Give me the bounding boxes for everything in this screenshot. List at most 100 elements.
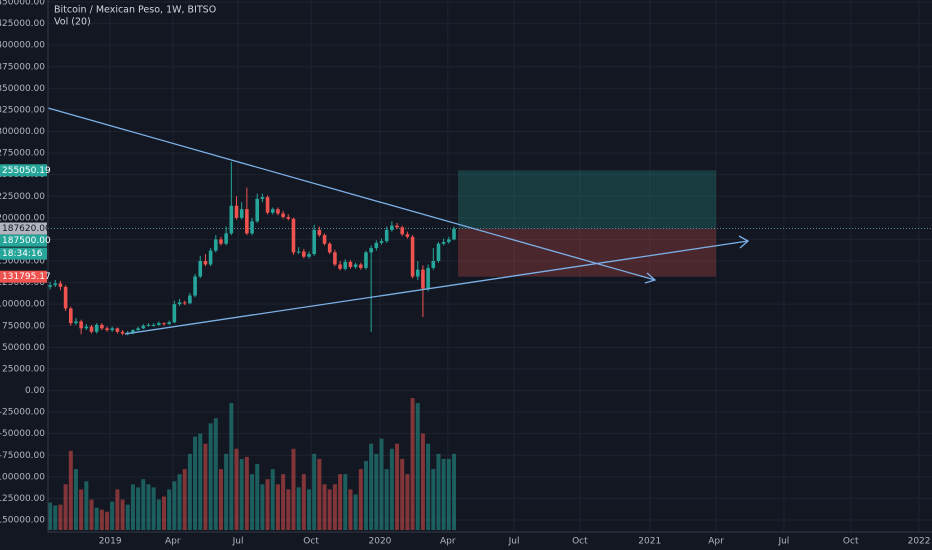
candle-body	[63, 286, 68, 309]
volume-bar	[68, 450, 73, 530]
y-tick-label: 375000.00	[0, 62, 45, 72]
y-tick-label: 325000.00	[0, 105, 45, 115]
candle-body	[188, 295, 192, 304]
y-tick-label: 125000.00	[0, 278, 45, 288]
candle-body	[379, 241, 384, 243]
candle-body	[141, 325, 146, 329]
y-tick-label: 450000.00	[0, 0, 45, 8]
candle-body	[157, 323, 161, 325]
volume-bar	[400, 458, 405, 530]
candle-body	[260, 197, 265, 199]
volume-bar	[53, 505, 58, 530]
y-tick-label: 75000.00	[2, 321, 45, 331]
volume-bar	[255, 464, 260, 530]
volume-bar	[234, 448, 239, 530]
y-tick-label: -75000.00	[0, 451, 45, 461]
candle-body	[115, 328, 120, 332]
trendline	[47, 107, 656, 281]
volume-bar	[218, 469, 223, 530]
x-tick-label: 2021	[638, 537, 661, 547]
candle-body	[151, 324, 156, 326]
candle-body	[415, 269, 420, 277]
volume-bar	[379, 438, 384, 530]
candle-body	[447, 239, 451, 243]
volume-bar	[348, 489, 353, 530]
candle-body	[172, 304, 177, 323]
y-tick-label: 50000.00	[2, 343, 45, 353]
volume-bar	[431, 469, 436, 530]
candle-body	[338, 264, 342, 269]
candle-body	[94, 324, 99, 332]
volume-bar	[115, 489, 120, 530]
candle-body	[410, 236, 415, 277]
y-tick-label: -125000.00	[0, 494, 45, 504]
candle-body	[452, 228, 456, 240]
candle-body	[421, 269, 425, 289]
trendline	[124, 240, 749, 335]
volume-bar	[48, 502, 53, 530]
candle-body	[58, 283, 63, 287]
volume-bar	[73, 469, 78, 530]
volume-bar	[120, 499, 125, 530]
price-label-bg	[0, 234, 47, 247]
volume-bar	[353, 494, 358, 530]
volume-bar	[436, 453, 441, 530]
volume-bar	[363, 460, 368, 530]
volume-bar	[426, 443, 431, 530]
candle-body	[255, 198, 260, 222]
y-axis-panel	[0, 0, 48, 532]
price-label: 18:34:16	[0, 247, 47, 260]
y-tick-label: 0.00	[25, 386, 45, 396]
x-tick-label: Jul	[777, 537, 789, 547]
candle-body	[213, 239, 218, 251]
volume-bar	[301, 474, 306, 530]
candle-body	[110, 328, 115, 331]
volume-bar	[136, 487, 141, 530]
price-label-text: 18:34:16	[2, 249, 43, 259]
volume-bar	[410, 398, 415, 530]
x-tick-label: Jul	[508, 537, 520, 547]
x-tick-label: Apr	[440, 537, 456, 547]
volume-bar	[260, 484, 265, 530]
volume-bar	[415, 403, 420, 530]
x-tick-label: Oct	[843, 537, 859, 547]
candle-body	[198, 261, 203, 277]
candle-body	[136, 328, 140, 331]
volume-bar	[312, 453, 317, 530]
price-label: 131795.17	[0, 270, 51, 283]
candle-body	[250, 221, 254, 234]
volume-bar	[63, 484, 68, 530]
volume-bar	[250, 474, 255, 530]
volume-bar	[110, 501, 115, 530]
volume-bar	[172, 481, 177, 530]
volume-bar	[58, 504, 63, 530]
volume-bar	[156, 499, 161, 530]
candle-body	[245, 209, 249, 234]
y-tick-label: -100000.00	[0, 472, 45, 482]
candle-body	[53, 283, 58, 286]
volume-bar	[141, 479, 146, 530]
volume-bar	[84, 481, 89, 530]
candle-body	[405, 234, 410, 237]
y-tick-label: 225000.00	[0, 192, 45, 202]
volume-bar	[244, 456, 249, 530]
volume-bar	[89, 499, 94, 530]
candle-body	[348, 261, 353, 268]
candle-body	[131, 330, 135, 333]
volume-bar	[395, 443, 400, 530]
candle-body	[364, 252, 368, 268]
volume-bar	[94, 507, 99, 530]
candle-body	[120, 331, 125, 334]
candle-body	[312, 229, 316, 255]
candle-body	[146, 324, 151, 326]
candle-body	[374, 242, 379, 249]
volume-bar	[374, 453, 379, 530]
candle-body	[105, 328, 109, 331]
candle-body	[234, 205, 239, 218]
volume-bar	[441, 458, 446, 530]
candle-body	[281, 213, 285, 217]
candle-body	[276, 209, 280, 214]
candle-body	[229, 205, 234, 234]
